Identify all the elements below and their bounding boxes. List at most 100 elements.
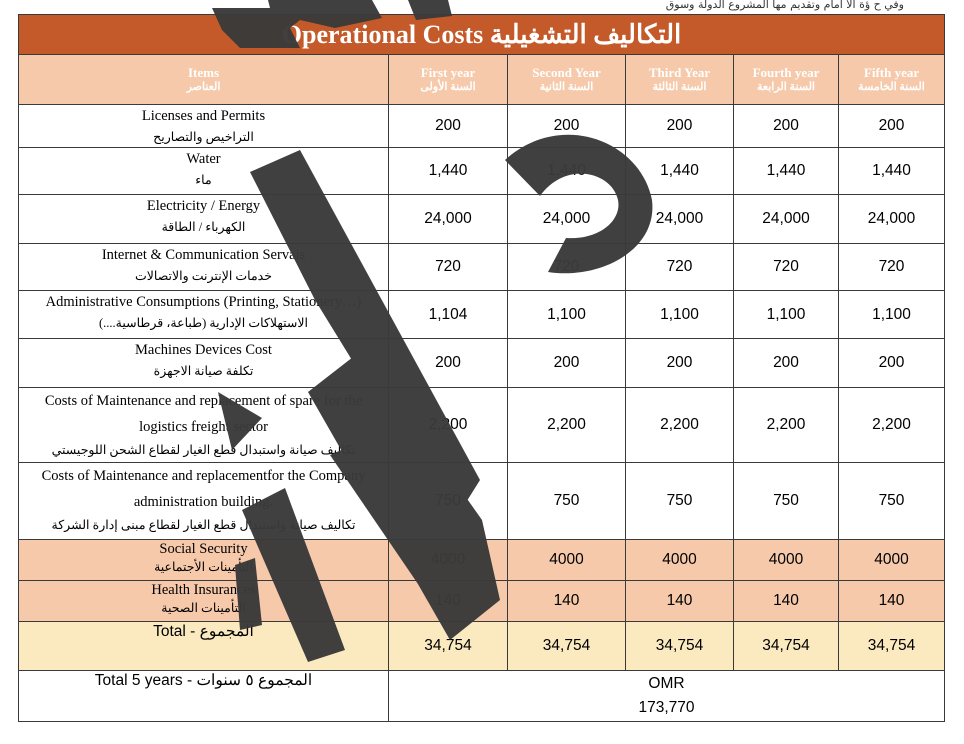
item-cell: Licenses and Permits التراخيص والتصاريح (18, 104, 389, 148)
value-cell: 720 (837, 243, 946, 291)
header-year-ar: السنة الأولى (420, 81, 476, 93)
item-cell: Internet & Communication Servais خدمات ال… (18, 243, 389, 291)
value-cell: 200 (733, 338, 839, 388)
total-5-years-value: OMR 173,770 (387, 670, 946, 722)
table-row: Water ماء 1,440 1,440 1,440 1,440 1,440 (18, 147, 946, 195)
header-year-en: First year (420, 65, 476, 80)
cropped-top-text: وفي ح ؤة الا أمام وتقديم مها المشروع الد… (665, 0, 904, 11)
header-year-5: Fifth year السنة الخامسة (837, 54, 946, 105)
value-cell: 720 (388, 243, 508, 291)
total-5-years-row: Total 5 years - المجموع ٥ سنوات OMR 173,… (18, 670, 946, 722)
value-cell: 1,440 (837, 147, 946, 195)
value-cell: 2,200 (388, 387, 508, 463)
value-cell: 4000 (507, 539, 626, 581)
value-cell: 2,200 (625, 387, 734, 463)
value-cell: 140 (625, 580, 734, 622)
value-cell: 2,200 (837, 387, 946, 463)
value-cell: 1,104 (388, 290, 508, 339)
item-label-ar: خدمات الإنترنت والاتصالات (135, 269, 272, 283)
value-cell: 200 (507, 104, 626, 148)
item-label-ar: تكاليف صيانة واستبدال قطع الغيار لقطاع ا… (51, 443, 356, 457)
table-row: Costs of Maintenance and replacement of … (18, 387, 946, 463)
header-year-4: Fourth year السنة الرابعة (733, 54, 839, 105)
value-cell: 750 (733, 462, 839, 540)
value-cell: 1,440 (388, 147, 508, 195)
value-cell: 140 (507, 580, 626, 622)
value-cell: 4000 (733, 539, 839, 581)
value-cell: 200 (625, 104, 734, 148)
item-label-en: Water (186, 151, 221, 167)
value-cell: 750 (507, 462, 626, 540)
value-cell: 4000 (388, 539, 508, 581)
total-label: Total - المجموع (18, 621, 389, 671)
header-year-en: Fifth year (863, 65, 920, 80)
item-label-en: Electricity / Energy (146, 198, 261, 214)
value-cell: 750 (625, 462, 734, 540)
header-year-ar: السنة الثانية (539, 81, 594, 93)
value-cell: 2,200 (733, 387, 839, 463)
item-label-ar: التراخيص والتصاريح (153, 130, 254, 144)
table-row: Licenses and Permits التراخيص والتصاريح 2… (18, 104, 946, 148)
value-cell: 720 (733, 243, 839, 291)
item-label-en: Administrative Consumptions (Printing, S… (45, 294, 362, 310)
header-year-2: Second Year السنة الثانية (507, 54, 626, 105)
item-label-en: Costs of Maintenance and replacement of … (44, 393, 363, 435)
table-row: Health Insurances التأمينات الصحية 140 14… (18, 580, 946, 622)
value-cell: 140 (388, 580, 508, 622)
value-cell: 1,100 (625, 290, 734, 339)
value-cell: 1,100 (733, 290, 839, 339)
value-cell: 720 (507, 243, 626, 291)
value-cell: 200 (625, 338, 734, 388)
item-cell: Health Insurances التأمينات الصحية (18, 580, 389, 622)
table-row: Administrative Consumptions (Printing, S… (18, 290, 946, 339)
value-cell: 720 (625, 243, 734, 291)
item-cell: Costs of Maintenance and replacement of … (18, 387, 389, 463)
value-cell: 1,100 (507, 290, 626, 339)
item-label-ar: التأمينات الأجتماعية (154, 560, 253, 574)
header-year-ar: السنة الخامسة (858, 81, 925, 93)
value-cell: 4000 (837, 539, 946, 581)
total-row: Total - المجموع 34,754 34,754 34,754 34,… (18, 621, 946, 671)
total-value-cell: 34,754 (837, 621, 946, 671)
total-value-cell: 34,754 (733, 621, 839, 671)
value-cell: 1,100 (837, 290, 946, 339)
header-year-ar: السنة الرابعة (757, 81, 815, 93)
item-label-en: Licenses and Permits (141, 108, 266, 124)
header-year-en: Fourth year (752, 65, 820, 80)
header-items-ar: العناصر (186, 81, 221, 93)
item-label-ar: الاستهلاكات الإدارية (طباعة، قرطاسية....… (99, 316, 308, 330)
header-items-en: Items (187, 65, 220, 80)
item-cell: Water ماء (18, 147, 389, 195)
table-row: Machines Devices Cost تكلفة صيانة الاجهزة… (18, 338, 946, 388)
header-items: Items العناصر (18, 54, 389, 105)
header-year-ar: السنة الثالثة (652, 81, 707, 93)
item-label-en: Costs of Maintenance and replacementfor … (41, 468, 366, 510)
value-cell: 24,000 (507, 194, 626, 244)
operational-costs-table: Operational Costs التكاليف التشغيلية Ite… (17, 14, 946, 722)
header-year-1: First year السنة الأولى (388, 54, 508, 105)
item-label-en: Machines Devices Cost (135, 342, 272, 358)
total-value-cell: 34,754 (507, 621, 626, 671)
table-row: Costs of Maintenance and replacementfor … (18, 462, 946, 540)
item-label-en: Internet & Communication Servais (101, 247, 306, 263)
total-5-years-label: Total 5 years - المجموع ٥ سنوات (18, 670, 389, 722)
value-cell: 750 (388, 462, 508, 540)
item-label-ar: ماء (195, 173, 212, 187)
value-cell: 200 (837, 104, 946, 148)
value-cell: 4000 (625, 539, 734, 581)
value-cell: 1,440 (733, 147, 839, 195)
item-label-ar: الكهرباء / الطاقة (161, 220, 246, 234)
header-row: Items العناصر First year السنة الأولى Sec… (18, 54, 946, 105)
currency-label: OMR (648, 675, 685, 692)
value-cell: 24,000 (625, 194, 734, 244)
value-cell: 24,000 (733, 194, 839, 244)
value-cell: 24,000 (388, 194, 508, 244)
grand-total-value: 173,770 (638, 699, 695, 716)
item-cell: Costs of Maintenance and replacementfor … (18, 462, 389, 540)
item-label-en: Health Insurances (151, 582, 256, 598)
value-cell: 200 (388, 338, 508, 388)
value-cell: 140 (837, 580, 946, 622)
total-value-cell: 34,754 (388, 621, 508, 671)
header-year-3: Third Year السنة الثالثة (625, 54, 734, 105)
value-cell: 200 (507, 338, 626, 388)
